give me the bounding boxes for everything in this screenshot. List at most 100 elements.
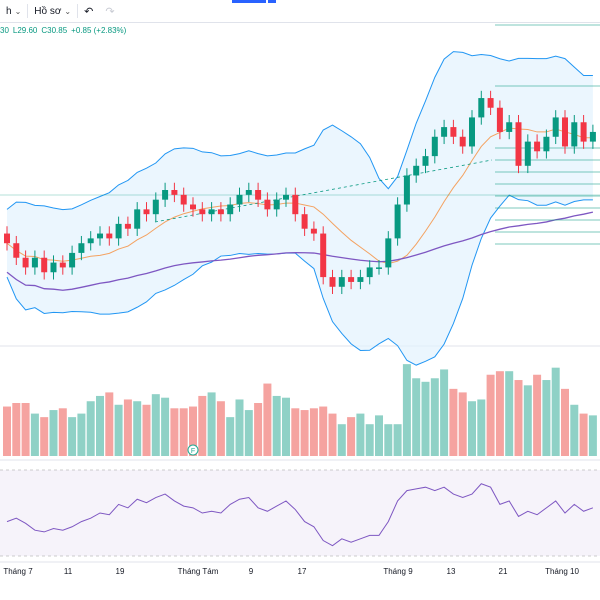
volume-bar — [114, 404, 123, 456]
volume-bar — [328, 413, 337, 456]
volume-bar — [86, 401, 95, 456]
candle-body — [78, 243, 85, 253]
candle-body — [506, 122, 513, 132]
candle-body — [152, 199, 159, 215]
volume-bar — [458, 392, 467, 456]
volume-bar — [49, 410, 58, 456]
ohlc-close: C30.85 — [41, 26, 68, 35]
volume-bar — [123, 399, 132, 456]
candle-body — [441, 127, 448, 137]
candle-body — [376, 267, 382, 269]
volume-bar — [570, 404, 579, 456]
volume-bar — [12, 403, 21, 456]
candle-body — [450, 127, 457, 137]
volume-bar — [319, 406, 328, 456]
volume-bar — [393, 424, 402, 456]
candle-body — [87, 238, 94, 244]
volume-bar — [68, 417, 77, 456]
candle-body — [59, 262, 66, 268]
volume-bar — [449, 388, 458, 456]
volume-bar — [21, 403, 30, 456]
time-axis-label: 19 — [116, 567, 125, 576]
volume-bar — [588, 415, 597, 456]
redo-button[interactable]: ↷ — [99, 0, 120, 22]
volume-bar — [579, 413, 588, 456]
volume-bar — [523, 385, 532, 456]
volume-bar — [337, 424, 346, 456]
volume-bar — [356, 413, 365, 456]
candle-body — [385, 238, 392, 268]
candle-body — [97, 233, 103, 239]
candle-body — [69, 252, 76, 268]
volume-bar — [282, 397, 290, 456]
candle-body — [357, 277, 364, 282]
volume-bar — [551, 367, 560, 456]
candle-body — [422, 156, 429, 166]
volume-bar — [207, 392, 216, 456]
candle-body — [115, 223, 122, 239]
candle-body — [552, 117, 559, 137]
volume-bar — [486, 374, 495, 456]
volume-bar — [151, 394, 160, 456]
volume-bar — [179, 408, 188, 456]
volume-bar — [300, 410, 309, 456]
candle-body — [292, 194, 299, 215]
volume-bar — [3, 406, 11, 456]
volume-bar — [291, 408, 300, 456]
undo-button[interactable]: ↶ — [78, 0, 99, 22]
redo-icon: ↷ — [105, 5, 115, 18]
candle-body — [31, 257, 38, 268]
toolbar-divider — [77, 4, 79, 18]
candle-body — [338, 277, 345, 287]
time-axis-label: Tháng 9 — [383, 567, 413, 576]
profile-dropdown[interactable]: Hồ sơ ⌄ — [28, 0, 77, 22]
candle-body — [562, 117, 568, 147]
volume-bar — [142, 404, 151, 456]
candle-body — [459, 136, 466, 147]
candle-body — [162, 190, 169, 200]
time-axis-label: Tháng 7 — [3, 567, 33, 576]
volume-bar — [365, 424, 374, 456]
earnings-marker-icon — [187, 444, 199, 456]
candle-body — [534, 141, 541, 152]
candle-body — [255, 190, 262, 200]
moving-average-orange — [6, 127, 593, 265]
candle-body — [310, 228, 317, 234]
candle-body — [524, 141, 531, 166]
timeframe-dropdown[interactable]: h ⌄ — [0, 0, 27, 22]
volume-bar — [495, 371, 504, 456]
ohlc-low: L29.60 — [12, 26, 38, 35]
toolbar-accent-button[interactable] — [268, 0, 276, 3]
volume-bar — [505, 371, 514, 456]
chevron-down-icon: ⌄ — [64, 6, 72, 16]
candle-body — [273, 199, 280, 210]
candle-body — [589, 131, 596, 142]
volume-bar — [133, 401, 142, 456]
candle-body — [413, 165, 420, 176]
candle-body — [571, 122, 578, 147]
ohlc-legend: 30 L29.60 C30.85 +0.85 (+2.83%) — [0, 26, 126, 35]
candle-body — [403, 175, 410, 205]
time-axis-label: Tháng 10 — [545, 567, 579, 576]
candle-body — [106, 233, 113, 239]
toolbar-accent-button[interactable] — [232, 0, 266, 3]
volume-bar — [96, 395, 104, 456]
volume-bar — [561, 388, 569, 456]
earnings-marker-label: F — [191, 448, 195, 455]
ohlc-change: +0.85 (+2.83%) — [71, 26, 127, 35]
time-axis-label: Tháng Tám — [178, 567, 219, 576]
moving-average-purple — [6, 211, 594, 291]
candle-body — [283, 194, 289, 200]
candle-body — [264, 199, 271, 210]
candle-body — [515, 122, 522, 166]
volume-bar — [263, 383, 272, 456]
volume-bar — [244, 410, 253, 456]
candle-body — [22, 257, 29, 268]
candle-body — [431, 136, 438, 157]
candle-body — [320, 233, 327, 278]
volume-bar — [430, 378, 439, 456]
candle-body — [496, 107, 503, 132]
candle-body — [227, 204, 234, 215]
time-axis-label: 17 — [298, 567, 307, 576]
